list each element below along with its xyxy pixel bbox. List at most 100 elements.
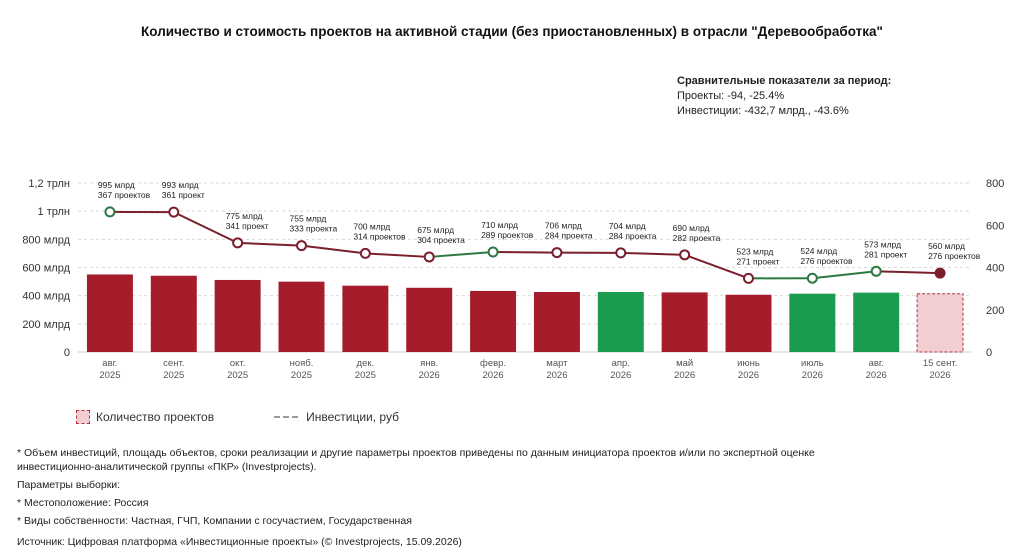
bar xyxy=(470,290,517,352)
data-label-count: 314 проектов xyxy=(353,231,406,241)
data-label-count: 276 проектов xyxy=(928,251,981,261)
line-point xyxy=(934,267,946,279)
source-note: Источник: Цифровая платформа «Инвестицио… xyxy=(17,536,462,548)
y-left-tick-label: 0 xyxy=(64,347,70,359)
x-tick-label-year: 2026 xyxy=(546,370,567,381)
y-left-tick-label: 200 млрд xyxy=(22,319,70,331)
data-label-value: 993 млрд xyxy=(162,180,199,190)
line-segment xyxy=(876,270,941,275)
data-label-count: 341 проект xyxy=(226,221,269,231)
bar xyxy=(278,281,325,352)
x-tick-label-year: 2026 xyxy=(930,370,951,381)
line-point xyxy=(168,206,180,218)
x-tick-label: 15 сент. xyxy=(923,358,957,369)
legend-count-label: Количество проектов xyxy=(96,410,215,424)
line-segment xyxy=(684,253,749,280)
data-label-value: 710 млрд xyxy=(481,220,518,230)
bar xyxy=(86,274,133,352)
line-segment xyxy=(812,270,877,280)
x-tick-label-year: 2026 xyxy=(610,370,631,381)
data-label-count: 281 проект xyxy=(864,249,907,259)
line-segment xyxy=(173,211,239,244)
bar xyxy=(789,293,836,352)
legend-invest-label: Инвестиции, руб xyxy=(306,410,399,424)
footnote-3: * Местоположение: Россия xyxy=(17,497,149,509)
bar xyxy=(150,275,197,352)
bar xyxy=(916,293,964,353)
bar xyxy=(533,292,580,352)
footnote-1: * Объем инвестиций, площадь объектов, ср… xyxy=(17,447,815,473)
summary-projects: Проекты: -94, -25.4% xyxy=(677,90,785,102)
line-point xyxy=(359,247,371,259)
y-left-tick-label: 400 млрд xyxy=(22,291,70,303)
line-point xyxy=(870,265,882,277)
y-right-tick-label: 400 xyxy=(986,263,1004,275)
x-tick-label: июнь xyxy=(737,358,760,369)
data-label-count: 361 проект xyxy=(162,190,205,200)
bar xyxy=(725,294,772,352)
x-tick-label: март xyxy=(546,358,568,369)
data-label-value: 995 млрд xyxy=(98,180,135,190)
line-segment xyxy=(429,251,494,258)
line-point xyxy=(615,247,627,259)
bar xyxy=(342,285,389,352)
line-segment xyxy=(237,241,302,247)
x-tick-label-year: 2025 xyxy=(291,370,312,381)
legend-bar-swatch xyxy=(76,410,90,424)
y-right-tick-label: 0 xyxy=(986,347,992,359)
summary-panel: Сравнительные показатели за период: Прое… xyxy=(677,74,891,119)
legend-line-swatch xyxy=(274,416,299,418)
y-right-tick-label: 200 xyxy=(986,305,1004,317)
line-point xyxy=(806,272,818,284)
y-right-tick-label: 600 xyxy=(986,220,1004,232)
bar xyxy=(661,292,708,352)
line-segment xyxy=(301,244,366,255)
data-label-value: 775 млрд xyxy=(226,211,263,221)
line-segment xyxy=(365,252,430,258)
bar xyxy=(853,292,900,352)
data-label-value: 690 млрд xyxy=(673,223,710,233)
line-point xyxy=(232,237,244,249)
footnotes: * Объем инвестиций, площадь объектов, ср… xyxy=(17,446,837,532)
line-point xyxy=(487,246,499,258)
x-tick-label: сент. xyxy=(163,358,184,369)
x-tick-label-year: 2025 xyxy=(355,370,376,381)
line-point xyxy=(423,251,435,263)
x-tick-label: окт. xyxy=(230,358,245,369)
y-left-tick-label: 1 трлн xyxy=(38,206,70,218)
y-left-tick-label: 800 млрд xyxy=(22,234,70,246)
summary-heading: Сравнительные показатели за период: xyxy=(677,75,892,87)
data-label-count: 284 проекта xyxy=(609,231,657,241)
data-label-value: 560 млрд xyxy=(928,241,965,251)
summary-investments: Инвестиции: -432,7 млрд., -43.6% xyxy=(677,105,849,117)
combo-chart: 0 200 млрд 400 млрд 600 млрд 800 млрд 1 трлн 1… xyxy=(22,178,1004,381)
x-tick-label-year: 2026 xyxy=(802,370,823,381)
y-left-tick-label: 600 млрд xyxy=(22,263,70,275)
line-segment xyxy=(620,251,685,256)
data-label-value: 700 млрд xyxy=(353,221,390,231)
data-label-count: 367 проектов xyxy=(98,190,151,200)
data-label-count: 276 проектов xyxy=(800,256,853,266)
data-label-value: 523 млрд xyxy=(737,246,774,256)
x-tick-label-year: 2025 xyxy=(227,370,248,381)
x-tick-label: янв. xyxy=(420,358,438,369)
x-tick-label-year: 2026 xyxy=(419,370,440,381)
line-point xyxy=(743,272,754,284)
data-label-value: 573 млрд xyxy=(864,239,901,249)
x-tick-label: май xyxy=(676,358,693,369)
data-label-count: 284 проекта xyxy=(545,231,593,241)
data-label-value: 524 млрд xyxy=(800,246,837,256)
x-tick-label: апр. xyxy=(612,358,630,369)
footnote-4: * Виды собственности: Частная, ГЧП, Комп… xyxy=(17,515,412,527)
bar xyxy=(406,287,453,352)
line-point xyxy=(551,247,563,259)
x-tick-label: дек. xyxy=(357,358,375,369)
x-tick-label-year: 2026 xyxy=(674,370,695,381)
data-label-value: 704 млрд xyxy=(609,221,646,231)
y-left-tick-label: 1,2 трлн xyxy=(28,178,70,190)
x-tick-label: авг. xyxy=(102,358,117,369)
footnote-2: Параметры выборки: xyxy=(17,479,121,491)
line-point xyxy=(104,206,116,218)
bar xyxy=(214,279,261,352)
data-label-count: 282 проекта xyxy=(673,233,721,243)
